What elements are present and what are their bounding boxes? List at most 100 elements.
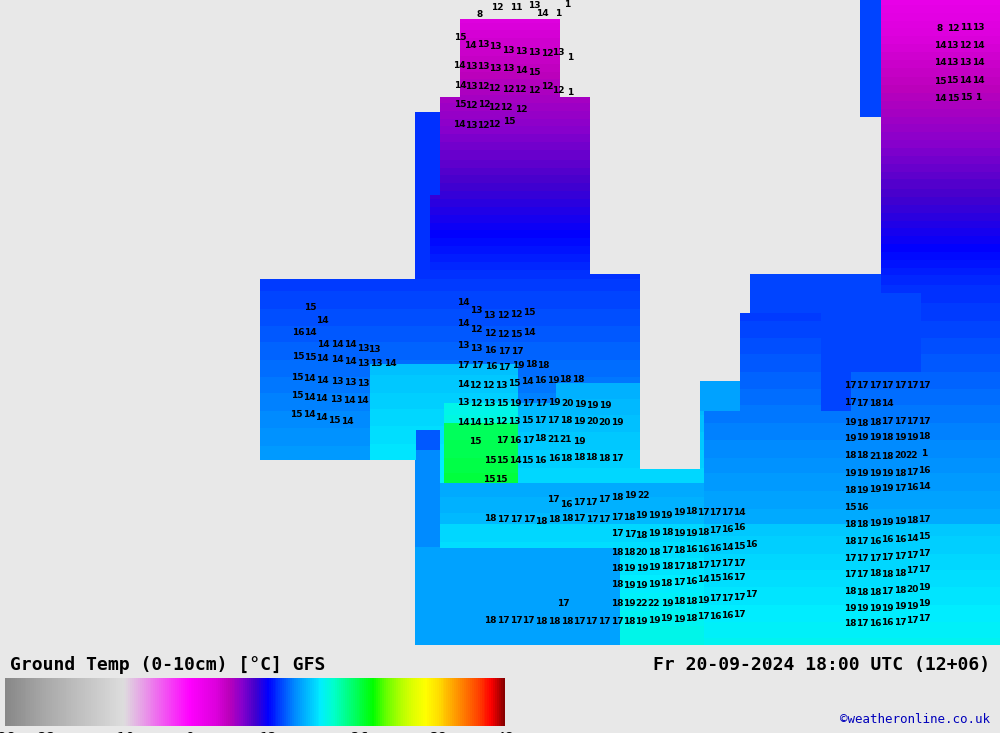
Bar [415, 112, 580, 303]
Text: 22: 22 [648, 599, 660, 608]
Text: 18: 18 [881, 570, 893, 579]
Text: 17: 17 [881, 553, 893, 561]
Text: 13: 13 [489, 43, 501, 51]
Text: 17: 17 [557, 599, 569, 608]
Text: 15: 15 [304, 303, 316, 312]
Text: 18: 18 [585, 453, 597, 462]
Text: 17: 17 [745, 590, 757, 599]
Text: 15: 15 [918, 532, 930, 541]
Text: 13: 13 [465, 81, 477, 90]
Text: 18: 18 [673, 597, 685, 605]
Text: 15: 15 [496, 399, 508, 408]
Text: 14: 14 [881, 399, 893, 408]
Text: 20: 20 [586, 417, 598, 426]
Text: 12: 12 [510, 310, 522, 319]
Text: 18: 18 [685, 562, 697, 571]
Text: 14: 14 [733, 508, 745, 517]
Text: 11: 11 [960, 23, 972, 32]
Text: 18: 18 [560, 454, 572, 463]
Text: 14: 14 [457, 418, 469, 427]
Text: 17: 17 [497, 515, 509, 524]
Text: 13: 13 [495, 380, 507, 389]
Text: 15: 15 [454, 100, 466, 109]
Text: 19: 19 [894, 433, 906, 442]
Text: 18: 18 [894, 586, 906, 594]
Text: 19: 19 [685, 529, 697, 538]
Text: 17: 17 [894, 380, 906, 389]
Text: 14: 14 [317, 339, 329, 348]
Text: 18: 18 [648, 548, 660, 556]
Text: 17: 17 [586, 515, 598, 524]
Text: 20: 20 [906, 585, 918, 594]
Text: 16: 16 [697, 545, 709, 553]
Text: 12: 12 [488, 84, 500, 93]
Text: 18: 18 [611, 564, 623, 573]
Text: 17: 17 [673, 562, 685, 571]
Text: 16: 16 [894, 535, 906, 544]
Text: 15: 15 [495, 476, 507, 485]
Text: 12: 12 [552, 86, 564, 95]
Text: 12: 12 [470, 325, 482, 334]
Text: 19: 19 [635, 581, 647, 590]
Text: 17: 17 [611, 617, 623, 626]
Text: 15: 15 [304, 353, 316, 362]
Text: 14: 14 [316, 354, 328, 363]
Text: 15: 15 [947, 95, 959, 103]
Text: 16: 16 [485, 362, 497, 371]
Text: 19: 19 [660, 614, 672, 623]
Text: 18: 18 [894, 468, 906, 477]
Text: 19: 19 [918, 583, 930, 592]
Text: 15: 15 [946, 75, 958, 84]
Text: 19: 19 [869, 520, 881, 528]
Text: 17: 17 [918, 614, 930, 623]
Text: 17: 17 [510, 616, 522, 625]
Text: 18: 18 [856, 588, 868, 597]
Text: 19: 19 [547, 376, 559, 385]
Text: 17: 17 [856, 570, 868, 579]
Text: 15: 15 [521, 416, 533, 424]
Text: 19: 19 [881, 468, 893, 477]
Text: 13: 13 [470, 345, 482, 353]
Text: 17: 17 [906, 567, 918, 575]
Text: 14: 14 [972, 42, 984, 51]
Text: 16: 16 [484, 347, 496, 356]
Bar [630, 489, 1000, 645]
Text: 19: 19 [648, 616, 660, 625]
Text: 14: 14 [344, 339, 356, 348]
Text: 12: 12 [477, 121, 489, 130]
Text: 19: 19 [856, 486, 868, 495]
Text: 18: 18 [598, 454, 610, 463]
Text: 16: 16 [292, 328, 304, 336]
Text: 14: 14 [697, 575, 709, 584]
Text: 17: 17 [894, 618, 906, 627]
Text: 16: 16 [733, 523, 745, 532]
Text: 19: 19 [869, 485, 881, 494]
Text: 17: 17 [709, 561, 721, 570]
Text: 12: 12 [465, 101, 477, 110]
Text: 13: 13 [368, 345, 380, 354]
Text: 13: 13 [972, 23, 984, 32]
Bar [460, 381, 630, 508]
Text: 1: 1 [555, 10, 561, 18]
Text: 14: 14 [457, 380, 469, 388]
Text: Ground Temp (0-10cm) [°C] GFS: Ground Temp (0-10cm) [°C] GFS [10, 655, 325, 674]
Text: 18: 18 [869, 588, 881, 597]
Text: 18: 18 [844, 486, 856, 495]
Text: 13: 13 [457, 398, 469, 407]
Text: 13: 13 [552, 48, 564, 57]
Text: 18: 18 [856, 419, 868, 427]
Text: 17: 17 [881, 587, 893, 596]
Text: 18: 18 [548, 617, 560, 626]
Text: 19: 19 [599, 401, 611, 410]
Text: 16: 16 [869, 619, 881, 628]
Text: 17: 17 [721, 559, 733, 568]
Text: 19: 19 [509, 399, 521, 408]
Text: 21: 21 [547, 435, 559, 444]
Text: 18: 18 [623, 512, 635, 521]
Bar [700, 381, 1000, 498]
Text: 17: 17 [611, 514, 623, 523]
Text: 20: 20 [894, 451, 906, 460]
Text: 17: 17 [906, 380, 918, 389]
Text: 19: 19 [586, 401, 598, 410]
Text: 17: 17 [844, 398, 856, 407]
